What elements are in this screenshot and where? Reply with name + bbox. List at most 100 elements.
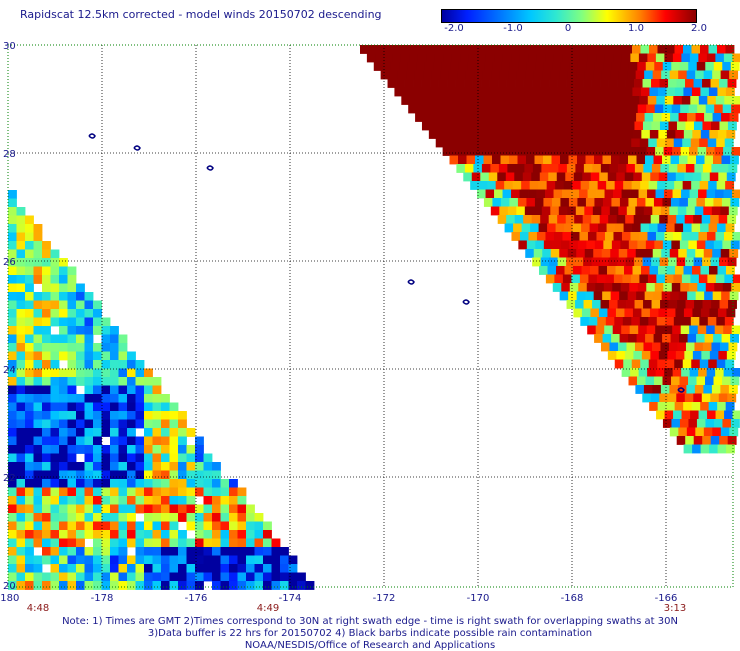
wind-cell <box>619 198 629 207</box>
wind-cell <box>669 385 679 394</box>
wind-cell <box>655 325 665 335</box>
wind-cell <box>33 326 43 335</box>
wind-cell <box>479 45 488 54</box>
wind-cell <box>687 113 696 122</box>
wind-cell <box>702 121 712 131</box>
wind-cell <box>666 130 676 139</box>
wind-cell <box>434 53 444 63</box>
wind-cell <box>649 266 659 275</box>
wind-cell <box>469 138 479 148</box>
wind-cell <box>33 419 43 429</box>
wind-cell <box>178 445 187 454</box>
wind-cell <box>500 198 510 207</box>
wind-cell <box>76 581 85 590</box>
wind-cell <box>532 121 542 131</box>
wind-cell <box>673 96 683 105</box>
wind-cell <box>581 130 591 139</box>
wind-cell <box>152 470 162 480</box>
wind-cell <box>59 538 68 548</box>
wind-cell <box>704 155 714 165</box>
wind-cell <box>152 377 162 386</box>
wind-cell <box>450 62 460 71</box>
wind-cell <box>502 147 512 156</box>
wind-cell <box>591 121 601 131</box>
wind-cell <box>562 232 572 241</box>
wind-cell <box>203 572 213 582</box>
wind-cell <box>161 470 170 480</box>
wind-cell <box>636 113 645 122</box>
wind-cell <box>42 530 51 539</box>
wind-cell <box>653 334 663 343</box>
wind-cell <box>135 411 145 420</box>
wind-cell <box>469 96 479 105</box>
wind-cell <box>59 275 68 284</box>
wind-cell <box>538 45 548 54</box>
wind-cell <box>555 87 565 97</box>
wind-cell <box>486 96 496 105</box>
colorbar-tick-label: 1.0 <box>628 23 644 34</box>
wind-cell <box>609 300 618 309</box>
wind-cell <box>8 462 17 471</box>
wind-cell <box>675 130 685 139</box>
wind-cell <box>67 521 77 531</box>
wind-cell <box>708 402 718 411</box>
wind-cell <box>67 555 77 565</box>
wind-cell <box>549 164 559 173</box>
wind-cell <box>641 351 651 360</box>
wind-cell <box>717 45 726 54</box>
wind-cell <box>639 317 649 326</box>
wind-cell <box>721 155 731 165</box>
wind-cell <box>669 249 679 258</box>
wind-cell <box>25 411 34 420</box>
wind-cell <box>676 436 686 445</box>
wind-cell <box>609 206 619 216</box>
wind-cell <box>683 308 693 318</box>
wind-cell <box>8 547 17 556</box>
wind-cell <box>727 121 737 131</box>
wind-cell <box>16 368 26 378</box>
wind-cell <box>706 189 716 199</box>
wind-cell <box>640 181 650 190</box>
wind-cell <box>186 513 196 522</box>
wind-cell <box>685 300 695 309</box>
wind-cell <box>611 240 621 250</box>
wind-cell <box>598 87 608 97</box>
wind-cell <box>110 521 119 531</box>
wind-cell <box>33 521 43 531</box>
wind-cell <box>576 249 586 258</box>
wind-cell <box>587 189 597 199</box>
wind-cell <box>237 547 247 556</box>
wind-cell <box>84 360 94 369</box>
wind-cell <box>560 62 570 71</box>
wind-cell <box>685 342 695 352</box>
wind-cell <box>654 62 664 71</box>
wind-cell <box>101 487 111 497</box>
wind-cell <box>628 62 638 71</box>
wind-cell <box>657 402 667 411</box>
wind-cell <box>25 436 34 446</box>
wind-cell <box>161 581 170 590</box>
wind-cell <box>445 87 455 97</box>
wind-cell <box>396 79 405 88</box>
wind-cell <box>452 138 462 148</box>
wind-cell <box>550 249 560 258</box>
wind-cell <box>600 121 610 131</box>
wind-cell <box>631 138 641 148</box>
wind-cell <box>195 521 204 531</box>
wind-cell <box>588 138 598 148</box>
wind-cell <box>557 121 567 131</box>
wind-cell <box>642 257 652 267</box>
y-tick-label: 24 <box>3 365 16 376</box>
wind-cell <box>67 470 77 480</box>
wind-cell <box>559 291 569 301</box>
wind-cell <box>509 155 518 165</box>
wind-cell <box>721 334 731 343</box>
wind-cell <box>521 223 531 233</box>
wind-cell <box>662 376 672 386</box>
wind-cell <box>59 419 68 429</box>
wind-cell <box>723 147 733 156</box>
wind-cell <box>705 62 715 71</box>
wind-cell <box>468 147 478 156</box>
wind-cell <box>690 410 699 420</box>
wind-cell <box>721 113 730 122</box>
